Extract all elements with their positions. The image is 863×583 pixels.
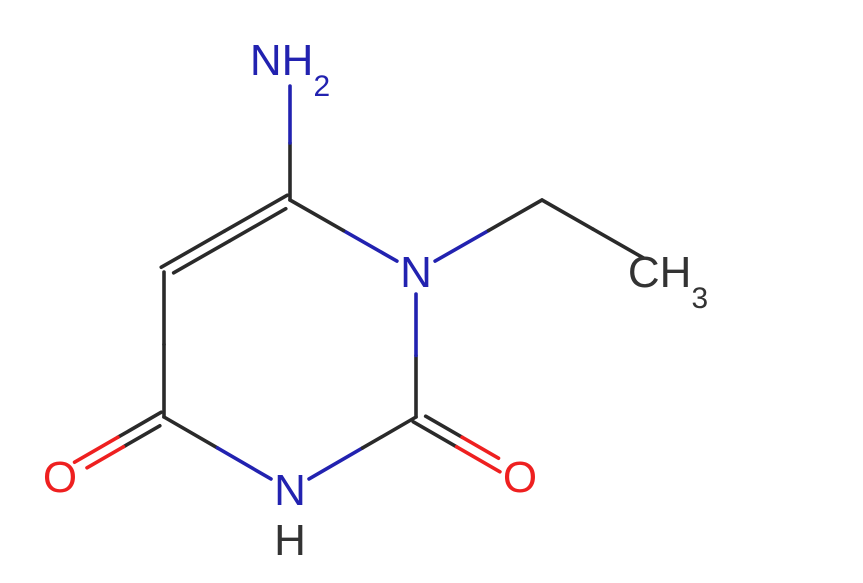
atom-label-C_eth2: CH3 [628, 248, 708, 316]
atom-label-H_N3: H [274, 516, 306, 565]
chemical-structure-svg: NH2NHNOOCH3 [0, 0, 863, 583]
atom-label-O_C2: O [503, 453, 537, 502]
atom-label-N3: N [274, 466, 306, 515]
atom-label-N1: N [400, 248, 432, 297]
atom-label-O_C4: O [43, 453, 77, 502]
